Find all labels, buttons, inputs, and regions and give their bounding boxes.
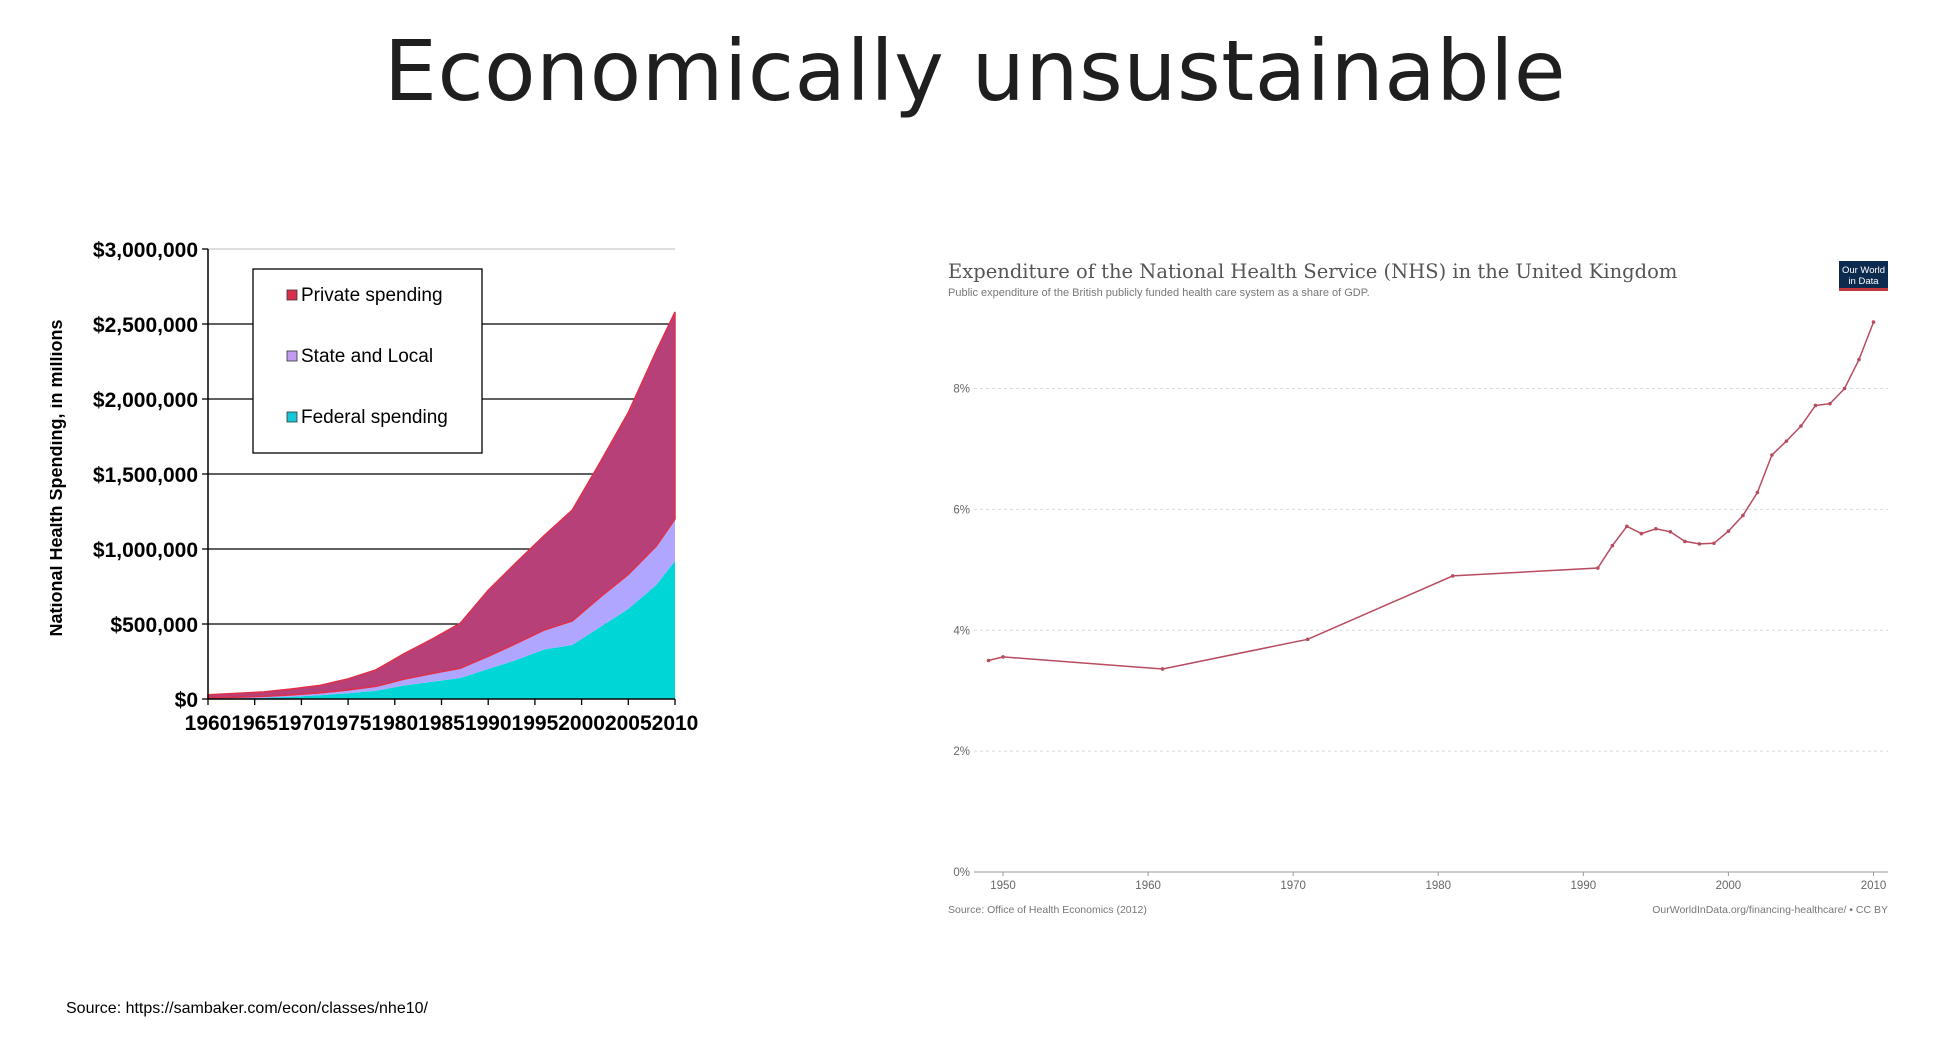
x-tick-label: 1990 [465, 712, 512, 735]
y-tick-label: $0 [175, 689, 198, 712]
x-tick-label: 2005 [605, 712, 652, 735]
y-tick-label: $2,000,000 [93, 389, 198, 412]
x-tick-label: 2010 [1861, 880, 1887, 892]
y-tick-label: $3,000,000 [93, 239, 198, 262]
y-tick-label: $1,500,000 [93, 464, 198, 487]
nhs-expenditure-chart: Expenditure of the National Health Servi… [948, 260, 1888, 916]
x-tick-label: 1960 [185, 712, 232, 735]
y-tick-label: $1,000,000 [93, 539, 198, 562]
y-tick-label: 0% [953, 867, 970, 879]
y-tick-label: 2% [953, 746, 970, 758]
data-point [1668, 529, 1673, 534]
chart-source: Source: Office of Health Economics (2012… [948, 904, 1147, 916]
data-point [1726, 529, 1731, 533]
x-tick-label: 1985 [418, 712, 465, 735]
owid-logo-text: Our World [1842, 265, 1885, 276]
data-point [1697, 542, 1702, 546]
data-point [1857, 357, 1861, 362]
legend-swatch [286, 289, 298, 301]
legend-label: Federal spending [301, 407, 448, 428]
data-point [1842, 386, 1847, 391]
y-tick-label: 4% [953, 625, 970, 637]
data-point [1625, 524, 1629, 529]
data-point [1639, 531, 1644, 536]
x-tick-label: 1960 [1135, 880, 1161, 892]
data-point [1654, 526, 1658, 531]
data-point [1596, 566, 1600, 570]
x-tick-label: 1970 [1280, 880, 1306, 892]
y-tick-label: 8% [953, 384, 970, 396]
data-point [1799, 424, 1803, 428]
x-tick-label: 1950 [990, 880, 1016, 892]
y-tick-label: $2,500,000 [93, 314, 198, 337]
nhs-series-line [988, 321, 1875, 670]
data-point [1813, 403, 1818, 408]
data-point [1741, 513, 1745, 518]
y-axis-title: National Health Spending, in millions [50, 319, 66, 636]
data-point [1305, 637, 1310, 642]
data-point [1683, 539, 1687, 544]
x-tick-label: 1980 [371, 712, 418, 735]
y-tick-label: 6% [953, 504, 970, 516]
x-tick-label: 1995 [512, 712, 559, 735]
x-tick-label: 2000 [1716, 880, 1742, 892]
owid-logo-text: in Data [1848, 276, 1879, 287]
data-point [1784, 439, 1789, 443]
slide-title: Economically unsustainable [383, 22, 1567, 120]
data-point [1871, 320, 1876, 324]
source-note: Source: https://sambaker.com/econ/classe… [66, 1000, 428, 1017]
data-point [1160, 667, 1165, 671]
data-point [1001, 655, 1005, 659]
legend-label: State and Local [301, 346, 433, 367]
data-point [1755, 490, 1760, 495]
data-point [986, 658, 991, 663]
x-tick-label: 2010 [652, 712, 699, 735]
data-point [1828, 401, 1832, 406]
data-point [1712, 541, 1716, 546]
data-point [1450, 574, 1455, 578]
x-tick-label: 1980 [1425, 880, 1451, 892]
owid-logo [1839, 261, 1888, 291]
area-federal-spending [208, 561, 675, 699]
owid-logo-underline [1839, 288, 1888, 291]
chart-license: OurWorldInData.org/financing-healthcare/… [1652, 904, 1888, 916]
data-point [1610, 543, 1615, 548]
x-tick-label: 2000 [558, 712, 605, 735]
x-tick-label: 1975 [325, 712, 372, 735]
area-private-spending [207, 311, 676, 699]
chart-subtitle: Public expenditure of the British public… [948, 287, 1370, 299]
legend-swatch [286, 411, 298, 423]
x-tick-label: 1990 [1571, 880, 1597, 892]
legend-swatch [286, 350, 298, 362]
y-tick-label: $500,000 [110, 614, 198, 637]
us-health-spending-chart: $0 $500,000 $1,000,000 $1,500,000 $2,000,000… [50, 239, 699, 735]
data-point [1770, 453, 1774, 457]
x-tick-label: 1970 [278, 712, 325, 735]
chart-title: Expenditure of the National Health Servi… [948, 260, 1677, 283]
legend-label: Private spending [301, 285, 443, 306]
x-tick-label: 1965 [231, 712, 278, 735]
